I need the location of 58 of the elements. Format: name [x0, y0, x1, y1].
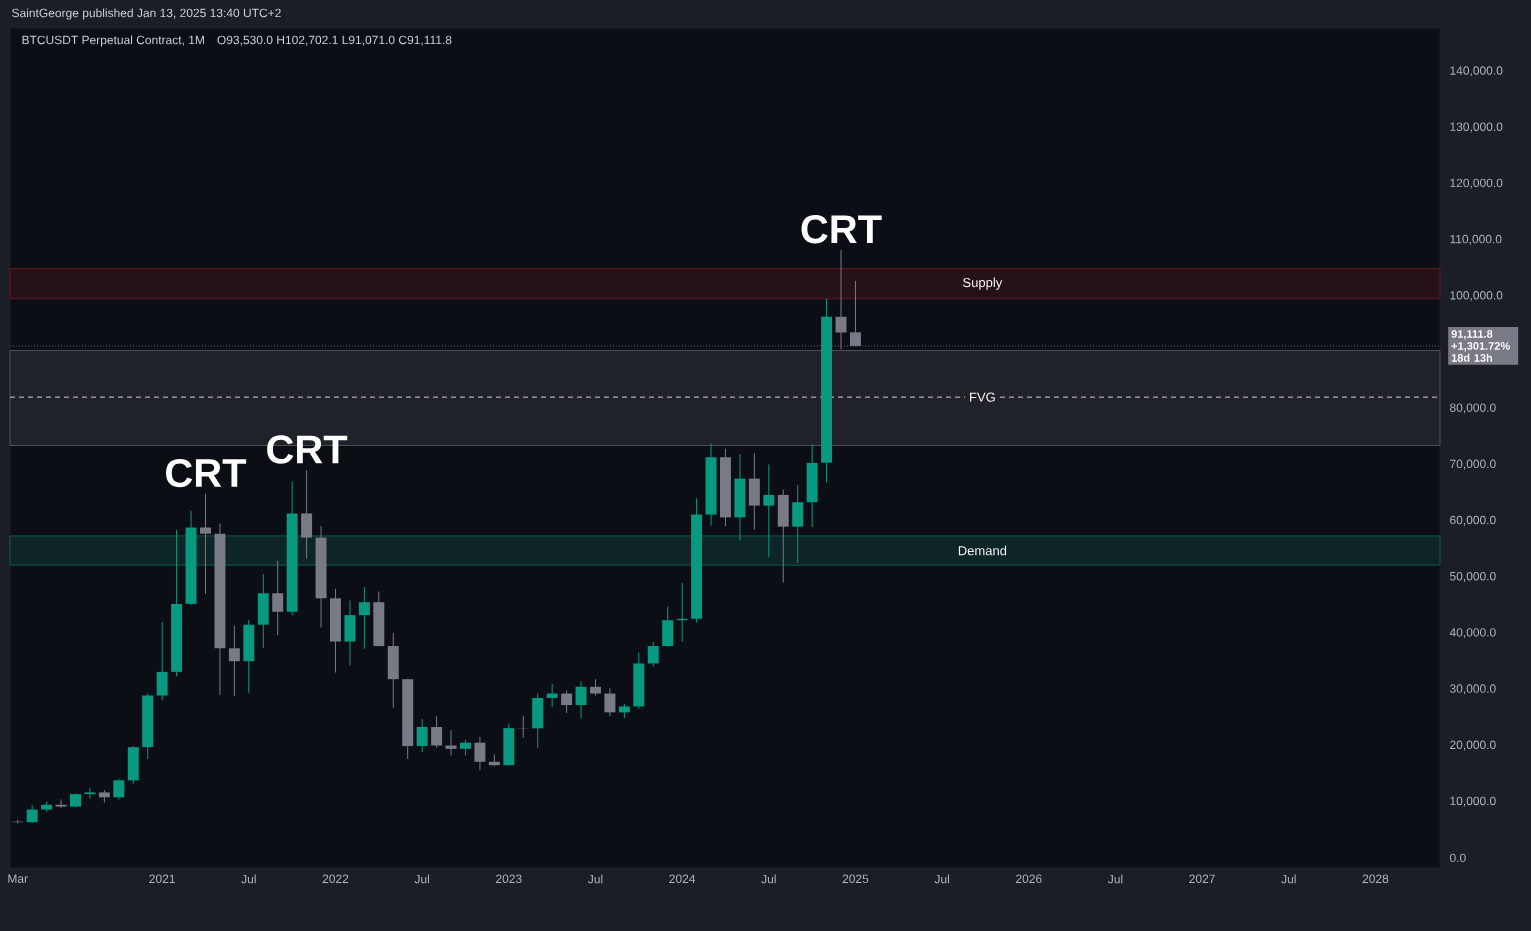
x-tick-label: 2026 — [1016, 874, 1042, 884]
y-tick-label: 10,000.0 — [1450, 796, 1496, 807]
candlestick — [546, 683, 558, 708]
candlestick — [763, 464, 775, 558]
x-tick-label: 2022 — [322, 874, 349, 884]
candlestick — [272, 560, 284, 636]
y-tick-label: 70,000.0 — [1450, 459, 1496, 470]
x-tick-label: 2028 — [1362, 874, 1389, 884]
band-label: Supply — [963, 277, 1003, 290]
x-tick-label: Jul — [414, 874, 430, 884]
y-tick-label: 120,000.0 — [1450, 178, 1503, 189]
candlestick — [604, 687, 616, 717]
x-tick-label: Mar — [8, 874, 28, 883]
y-tick-label: 130,000.0 — [1450, 122, 1503, 133]
x-tick-label: Jul — [241, 874, 256, 884]
x-tick-label: Jul — [761, 874, 776, 884]
candlestick — [113, 778, 125, 800]
candlestick — [431, 715, 443, 749]
ref-line-label: FVG — [970, 392, 995, 402]
y-tick-label: 110,000.0 — [1450, 234, 1502, 245]
x-tick-label: Jul — [934, 874, 949, 884]
candlestick — [55, 798, 67, 809]
y-tick-label: 20,000.0 — [1450, 740, 1496, 751]
y-tick-label: 30,000.0 — [1449, 684, 1496, 695]
y-tick-label: 0.0 — [1449, 853, 1466, 863]
band-label: Demand — [958, 545, 1007, 556]
candlestick — [228, 625, 240, 697]
candlestick — [200, 493, 211, 595]
x-tick-label: Jul — [587, 874, 603, 884]
x-tick-label: 2025 — [842, 874, 869, 884]
annotation: CRT — [267, 435, 348, 464]
candlestick — [575, 680, 587, 720]
x-tick-label: Jul — [1107, 874, 1123, 884]
x-tick-label: Jul — [1281, 874, 1296, 884]
ref-line-label: 91,111.8 +1,301.72% 18d 13h — [1451, 330, 1510, 362]
y-tick-label: 100,000.0 — [1450, 291, 1503, 301]
candlestick — [445, 729, 457, 757]
y-tick-label: 140,000.0 — [1450, 66, 1503, 77]
text: BTCUSDT Perpetual Contract, 1M — [22, 35, 204, 47]
candlestick — [156, 621, 168, 702]
candlestick — [647, 641, 659, 668]
x-tick-label: 2021 — [149, 874, 175, 884]
annotation: CRT — [166, 458, 247, 488]
annotation: CRT — [801, 215, 882, 244]
text: O93,530.0 H102,702.1 L91,071.0 C91,111.8 — [217, 35, 452, 46]
y-tick-label: 50,000.0 — [1449, 571, 1496, 582]
y-tick-label: 80,000.0 — [1450, 403, 1496, 414]
candlestick — [561, 689, 573, 714]
candlestick — [358, 586, 370, 650]
x-tick-label: 2027 — [1189, 874, 1215, 884]
y-tick-label: 60,000.0 — [1450, 515, 1496, 526]
text: SaintGeorge published Jan 13, 2025 13:40 UTC+2 — [12, 8, 281, 20]
y-tick-label: 40,000.0 — [1449, 628, 1496, 639]
x-tick-label: 2023 — [496, 874, 522, 884]
x-tick-label: 2024 — [669, 874, 696, 884]
candlestick — [84, 787, 96, 800]
candlestick — [474, 736, 486, 771]
candlestick — [416, 718, 428, 753]
